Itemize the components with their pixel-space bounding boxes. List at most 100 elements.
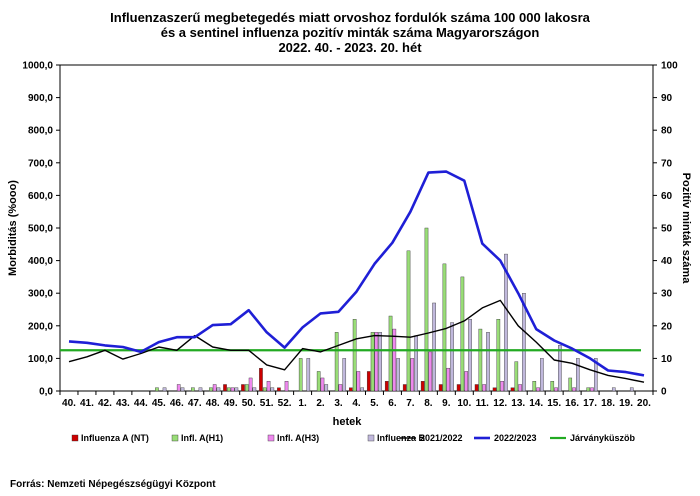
- x-tick-label: 19.: [619, 398, 633, 409]
- y-axis-label-right: Pozitív minták száma: [680, 173, 692, 285]
- bar: [320, 377, 325, 392]
- bar: [450, 322, 454, 392]
- bar: [334, 332, 339, 392]
- series-line: [68, 170, 645, 377]
- x-tick-label: 1.: [298, 398, 307, 409]
- bar: [352, 319, 357, 392]
- bar: [460, 276, 465, 392]
- bar: [374, 332, 379, 392]
- bar: [244, 384, 249, 392]
- bar: [216, 387, 221, 392]
- bar: [234, 387, 239, 392]
- x-tick-label: 17.: [583, 398, 597, 409]
- bar: [378, 332, 382, 392]
- legend-swatch: [267, 434, 275, 442]
- bar: [356, 371, 361, 392]
- chart-title: Influenzaszerű megbetegedés miatt orvosh…: [110, 10, 590, 55]
- bar: [155, 387, 159, 392]
- bar: [536, 387, 540, 392]
- legend-swatch: [171, 434, 179, 442]
- bar: [342, 358, 347, 392]
- right-axis-ticks: 0 10 20 30 40 50 60 70 80 90 100: [653, 61, 678, 398]
- x-axis-label: hetek: [333, 416, 363, 428]
- bar: [262, 387, 267, 392]
- bar: [209, 387, 213, 392]
- bar: [424, 227, 429, 392]
- right-tick-label: 20: [661, 321, 673, 332]
- bar: [248, 377, 253, 392]
- left-axis-ticks: 0,0 100,0 200,0 300,0 400,0 500,0 600,0 700,0 80…: [22, 61, 60, 398]
- bar: [223, 384, 227, 392]
- bar: [486, 332, 490, 392]
- source-note: Forrás: Nemzeti Népegészségügyi Központ: [10, 479, 216, 490]
- bar: [191, 387, 195, 392]
- plot-area: [59, 64, 654, 392]
- left-tick-label: 0,0: [39, 387, 53, 398]
- bar: [176, 384, 181, 392]
- x-tick-label: 52.: [278, 398, 292, 409]
- x-tick-label: 8.: [424, 398, 433, 409]
- x-tick-label: 6.: [388, 398, 397, 409]
- bar: [277, 387, 281, 392]
- bar: [241, 384, 245, 392]
- chart-title-line-1: Influenzaszerű megbetegedés miatt orvosh…: [110, 10, 590, 25]
- bar: [590, 387, 594, 392]
- bar: [414, 335, 418, 392]
- bar: [478, 328, 483, 392]
- chart-title-line-2: és a sentinel influenza pozitív minták s…: [161, 25, 540, 40]
- legend-label: Infl. A(H3): [277, 433, 319, 443]
- bar: [432, 302, 436, 392]
- bar: [410, 358, 415, 392]
- bar: [198, 387, 203, 392]
- bar: [252, 387, 257, 392]
- x-tick-label: 7.: [406, 398, 415, 409]
- bar: [496, 319, 501, 392]
- right-tick-label: 70: [661, 158, 673, 169]
- legend-label: 2021/2022: [420, 433, 463, 443]
- bar: [572, 387, 576, 392]
- bar: [284, 381, 289, 392]
- bar: [230, 387, 235, 392]
- legend-swatch: [71, 434, 79, 442]
- bar: [259, 367, 263, 392]
- bar: [366, 371, 371, 392]
- bar: [396, 358, 400, 392]
- legend-label: Influenza A (NT): [81, 433, 149, 443]
- right-tick-label: 100: [661, 61, 678, 72]
- bar: [629, 387, 634, 392]
- right-tick-label: 10: [661, 354, 673, 365]
- bar: [349, 387, 353, 392]
- bar: [464, 371, 469, 392]
- bar: [212, 384, 217, 392]
- bar: [270, 387, 275, 392]
- x-tick-label: 3.: [334, 398, 343, 409]
- series-line: [68, 299, 645, 383]
- bar: [586, 387, 591, 392]
- legend-swatch: [367, 434, 375, 442]
- bar: [338, 384, 343, 392]
- bar-group: [155, 227, 634, 392]
- bar: [611, 387, 616, 392]
- chart-title-line-3: 2022. 40. - 2023. 20. hét: [278, 40, 422, 55]
- left-tick-label: 600,0: [28, 191, 53, 202]
- bar: [406, 250, 411, 392]
- right-tick-label: 60: [661, 191, 673, 202]
- bar: [576, 358, 580, 392]
- bar: [518, 384, 522, 392]
- x-tick-label: 16.: [565, 398, 579, 409]
- bar: [420, 381, 425, 392]
- bar: [594, 358, 598, 392]
- x-tick-label: 9.: [442, 398, 451, 409]
- x-tick-label: 10.: [457, 398, 471, 409]
- bar: [456, 384, 461, 392]
- bar: [360, 387, 365, 392]
- legend-label: Infl. A(H1): [181, 433, 223, 443]
- x-tick-label: 4.: [352, 398, 361, 409]
- right-tick-label: 30: [661, 289, 673, 300]
- x-tick-label: 2.: [316, 398, 325, 409]
- left-tick-label: 400,0: [28, 256, 53, 267]
- right-tick-label: 50: [661, 224, 673, 235]
- bar: [522, 293, 526, 392]
- x-tick-label: 47.: [188, 398, 202, 409]
